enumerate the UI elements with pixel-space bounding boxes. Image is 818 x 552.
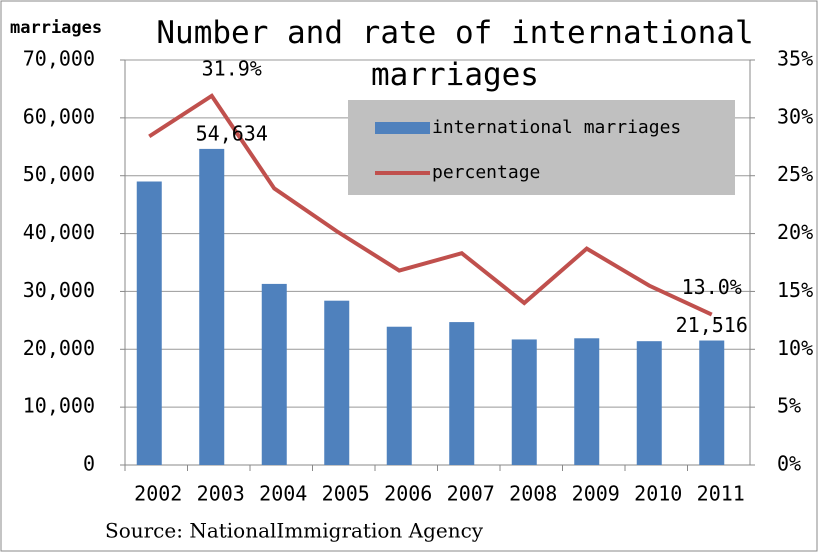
y2-tick-label: 0% <box>777 452 801 476</box>
y2-tick-label: 15% <box>777 278 813 302</box>
y2-tick-label: 10% <box>777 336 813 360</box>
y-tick-label: 50,000 <box>23 162 95 186</box>
legend-swatch <box>375 122 430 134</box>
x-tick-label: 2004 <box>259 482 307 506</box>
x-tick-label: 2008 <box>509 482 557 506</box>
x-tick-label: 2011 <box>697 482 745 506</box>
bar <box>324 300 350 465</box>
y-tick-label: 10,000 <box>23 394 95 418</box>
bar <box>261 283 287 465</box>
y2-tick-label: 35% <box>777 47 813 71</box>
bar <box>199 148 225 465</box>
x-tick-label: 2005 <box>322 482 370 506</box>
bar <box>449 322 475 465</box>
x-tick-label: 2009 <box>572 482 620 506</box>
y-axis-label: marriages <box>10 18 102 38</box>
bar <box>136 181 162 465</box>
legend-label: percentage <box>432 162 540 183</box>
y2-tick-label: 20% <box>777 220 813 244</box>
y-tick-label: 0 <box>83 452 95 476</box>
y-tick-label: 20,000 <box>23 336 95 360</box>
x-tick-label: 2006 <box>384 482 432 506</box>
legend-label: international marriages <box>432 117 681 138</box>
y-tick-label: 40,000 <box>23 220 95 244</box>
y2-tick-label: 25% <box>777 162 813 186</box>
x-tick-label: 2010 <box>634 482 682 506</box>
chart-title: Number and rate of international marriag… <box>156 15 754 93</box>
y-tick-label: 30,000 <box>23 278 95 302</box>
data-label: 21,516 <box>676 313 748 337</box>
legend-box <box>348 100 735 195</box>
y-tick-label: 60,000 <box>23 104 95 128</box>
bar <box>574 338 600 465</box>
bar <box>636 341 662 465</box>
bar <box>699 340 725 465</box>
source: Source: NationalImmigration Agency <box>105 519 484 543</box>
x-tick-label: 2007 <box>447 482 495 506</box>
x-tick-label: 2002 <box>134 482 182 506</box>
data-label: 31.9% <box>202 56 262 80</box>
y-tick-label: 70,000 <box>23 47 95 71</box>
data-label: 54,634 <box>196 121 268 145</box>
data-label: 13.0% <box>682 275 742 299</box>
bar <box>511 339 537 465</box>
y2-tick-label: 5% <box>777 394 801 418</box>
x-tick-label: 2003 <box>197 482 245 506</box>
bar <box>386 326 412 465</box>
line <box>148 93 713 317</box>
y2-tick-label: 30% <box>777 104 813 128</box>
